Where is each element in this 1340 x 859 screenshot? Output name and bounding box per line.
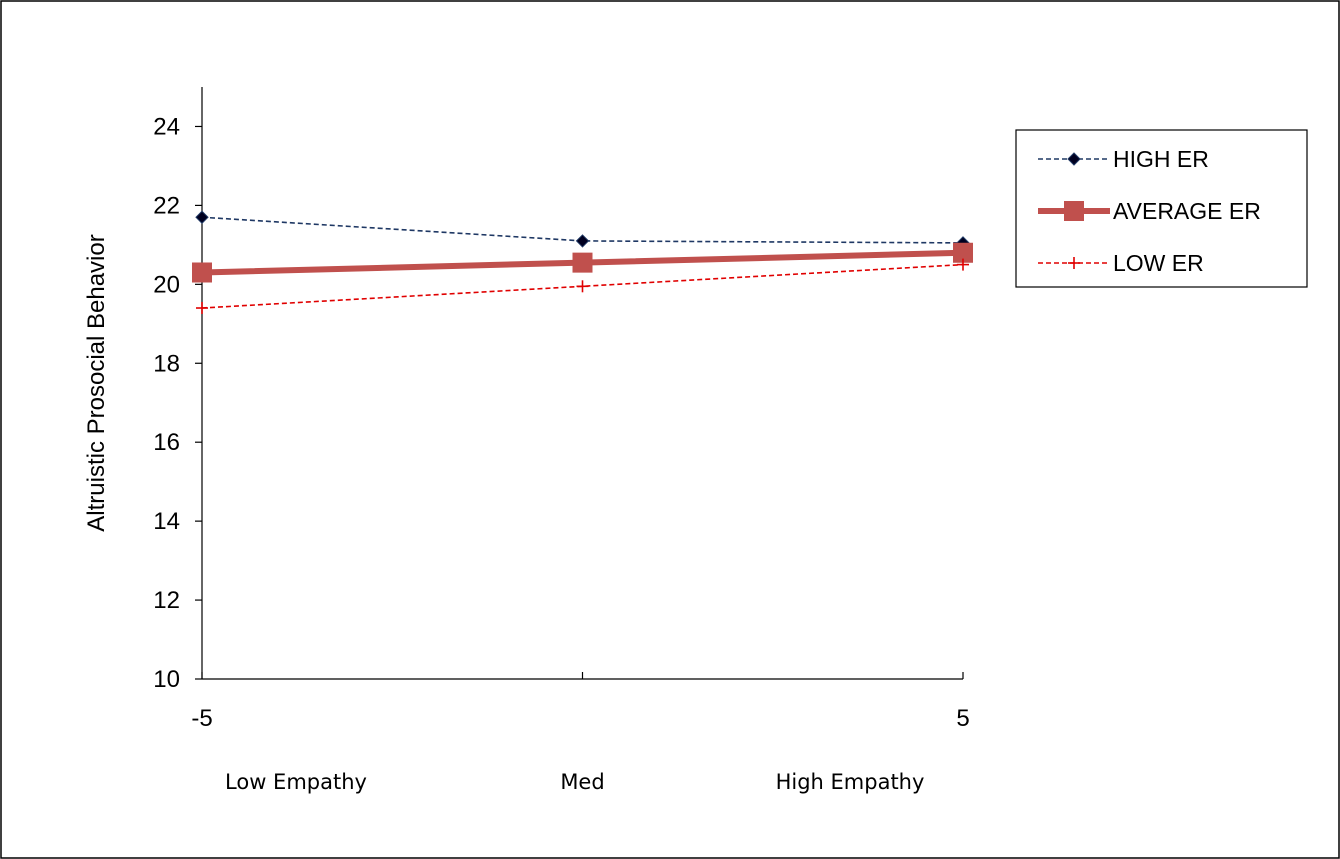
legend-marker [1067,152,1081,166]
legend-marker [1068,257,1080,269]
series-line-low-er [201,263,964,309]
legend-marker [1064,201,1084,221]
legend-item-low-er: LOW ER [1038,250,1204,276]
x-tick-label: 5 [956,705,969,732]
data-point-high-er [575,234,590,248]
y-tick-label: 24 [153,113,180,140]
data-point-low-er [576,280,589,293]
category-labels: Low Empathy Med High Empathy [225,770,924,794]
series-layer [192,210,973,315]
y-tick-label: 22 [153,192,180,219]
y-ticks: 10 12 14 16 18 20 22 24 [153,113,202,693]
series-low-er [196,258,969,315]
y-tick-label: 12 [153,587,180,614]
y-axis-title: Altruistic Prosocial Behavior [83,234,110,531]
legend-item-average-er: AVERAGE ER [1038,198,1261,224]
y-tick-label: 16 [153,429,180,456]
data-point-high-er [195,210,209,224]
x-tick-label: -5 [191,705,212,732]
data-point-low-er [196,302,208,315]
data-point-average-er [953,242,973,263]
category-label: Low Empathy [225,770,367,794]
legend: HIGH ER AVERAGE ER LOW ER [1015,129,1308,288]
category-label: High Empathy [776,770,925,794]
y-tick-label: 18 [153,350,180,377]
y-tick-label: 14 [153,508,180,535]
legend-label: LOW ER [1113,250,1204,276]
y-tick-label: 10 [153,666,180,693]
y-tick-label: 20 [153,271,180,298]
legend-label: AVERAGE ER [1113,198,1261,224]
legend-label: HIGH ER [1113,146,1209,172]
series-average-er [192,242,973,283]
category-label: Med [560,770,604,794]
x-ticks: -5 5 [191,672,970,732]
data-point-low-er [957,258,969,271]
data-point-average-er [572,252,593,273]
legend-item-high-er: HIGH ER [1038,146,1209,172]
series-line-high-er [201,216,964,244]
data-point-average-er [192,262,212,283]
